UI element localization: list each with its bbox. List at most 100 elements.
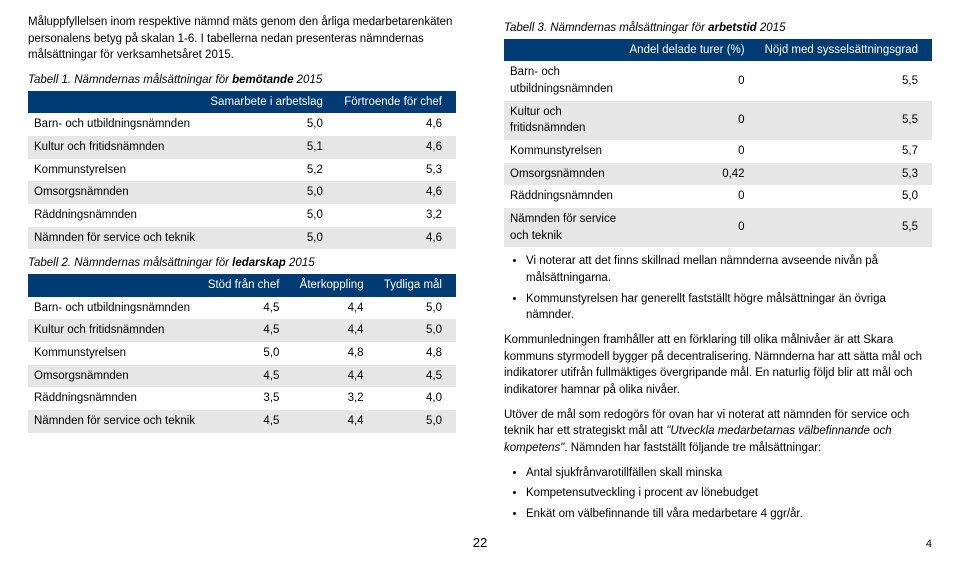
row-value: 5,3 bbox=[759, 163, 932, 186]
row-value: 3,2 bbox=[337, 204, 456, 227]
row-label: Barn- och utbildningsnämnden bbox=[28, 297, 202, 320]
row-value: 4,6 bbox=[337, 181, 456, 204]
table-row: Nämnden för service och teknik4,54,45,0 bbox=[28, 410, 456, 433]
page-number-right: 4 bbox=[926, 537, 932, 553]
table1: Samarbete i arbetslag Förtroende för che… bbox=[28, 91, 456, 250]
paragraph-2: Utöver de mål som redogörs för ovan har … bbox=[504, 407, 932, 457]
table3-head-2: Nöjd med sysselsättningsgrad bbox=[759, 39, 932, 62]
left-column: Måluppfyllelsen inom respektive nämnd mä… bbox=[28, 14, 456, 531]
row-value: 4,5 bbox=[202, 297, 294, 320]
row-value: 5,3 bbox=[337, 159, 456, 182]
row-value: 5,5 bbox=[759, 61, 932, 100]
row-label: Nämnden för service och teknik bbox=[28, 227, 203, 250]
row-value: 4,4 bbox=[293, 319, 377, 342]
row-value: 5,1 bbox=[203, 136, 337, 159]
row-value: 4,5 bbox=[202, 410, 294, 433]
row-value: 0 bbox=[624, 101, 759, 140]
bullets-2: Antal sjukfrånvarotillfällen skall minsk… bbox=[504, 465, 932, 523]
row-value: 0 bbox=[624, 140, 759, 163]
paragraph-1: Kommunledningen framhåller att en förkla… bbox=[504, 332, 932, 399]
row-label: Omsorgsnämnden bbox=[28, 181, 203, 204]
table-row: Barn- och utbildningsnämnden05,5 bbox=[504, 61, 932, 100]
table-row: Omsorgsnämnden4,54,44,5 bbox=[28, 365, 456, 388]
table-row: Kommunstyrelsen05,7 bbox=[504, 140, 932, 163]
row-value: 4,0 bbox=[378, 387, 456, 410]
row-value: 4,5 bbox=[202, 365, 294, 388]
table-row: Räddningsnämnden3,53,24,0 bbox=[28, 387, 456, 410]
table-row: Barn- och utbildningsnämnden4,54,45,0 bbox=[28, 297, 456, 320]
row-value: 5,0 bbox=[378, 410, 456, 433]
row-label: Räddningsnämnden bbox=[28, 204, 203, 227]
table-row: Kommunstyrelsen5,04,84,8 bbox=[28, 342, 456, 365]
table3-caption: Tabell 3. Nämndernas målsättningar för a… bbox=[504, 20, 932, 37]
row-value: 0,42 bbox=[624, 163, 759, 186]
row-value: 5,0 bbox=[203, 181, 337, 204]
table-row: Kommunstyrelsen5,25,3 bbox=[28, 159, 456, 182]
table3: Andel delade turer (%) Nöjd med sysselsä… bbox=[504, 39, 932, 248]
row-value: 5,7 bbox=[759, 140, 932, 163]
table-row: Räddningsnämnden05,0 bbox=[504, 185, 932, 208]
row-value: 5,0 bbox=[202, 342, 294, 365]
row-value: 5,0 bbox=[759, 185, 932, 208]
row-label: Kultur och fritidsnämnden bbox=[28, 319, 202, 342]
table-row: Kultur och fritidsnämnden5,14,6 bbox=[28, 136, 456, 159]
table2: Stöd från chef Återkoppling Tydliga mål … bbox=[28, 274, 456, 433]
row-value: 4,6 bbox=[337, 113, 456, 136]
table-row: Barn- och utbildningsnämnden5,04,6 bbox=[28, 113, 456, 136]
table3-body: Barn- och utbildningsnämnden05,5Kultur o… bbox=[504, 61, 932, 247]
right-column: Tabell 3. Nämndernas målsättningar för a… bbox=[504, 14, 932, 531]
table-row: Nämnden för service och teknik05,5 bbox=[504, 208, 932, 247]
table2-caption: Tabell 2. Nämndernas målsättningar för l… bbox=[28, 255, 456, 272]
row-value: 0 bbox=[624, 208, 759, 247]
row-value: 4,6 bbox=[337, 136, 456, 159]
table1-body: Barn- och utbildningsnämnden5,04,6Kultur… bbox=[28, 113, 456, 249]
row-label: Räddningsnämnden bbox=[504, 185, 624, 208]
row-label: Kommunstyrelsen bbox=[504, 140, 624, 163]
row-value: 0 bbox=[624, 61, 759, 100]
table2-head-2: Återkoppling bbox=[293, 274, 377, 297]
row-value: 4,4 bbox=[293, 297, 377, 320]
row-value: 5,0 bbox=[203, 113, 337, 136]
row-label: Omsorgsnämnden bbox=[504, 163, 624, 186]
table-row: Kultur och fritidsnämnden05,5 bbox=[504, 101, 932, 140]
row-label: Kultur och fritidsnämnden bbox=[504, 101, 624, 140]
table3-head-0 bbox=[504, 39, 624, 62]
row-value: 4,5 bbox=[202, 319, 294, 342]
row-value: 4,4 bbox=[293, 365, 377, 388]
table-row: Nämnden för service och teknik5,04,6 bbox=[28, 227, 456, 250]
table2-head-0 bbox=[28, 274, 202, 297]
table1-caption: Tabell 1. Nämndernas målsättningar för b… bbox=[28, 72, 456, 89]
table-row: Omsorgsnämnden5,04,6 bbox=[28, 181, 456, 204]
row-label: Nämnden för service och teknik bbox=[28, 410, 202, 433]
list-item: Antal sjukfrånvarotillfällen skall minsk… bbox=[526, 465, 932, 482]
row-value: 4,5 bbox=[378, 365, 456, 388]
row-value: 4,4 bbox=[293, 410, 377, 433]
row-value: 5,0 bbox=[203, 204, 337, 227]
list-item: Vi noterar att det finns skillnad mellan… bbox=[526, 253, 932, 286]
row-value: 3,5 bbox=[202, 387, 294, 410]
table3-head-1: Andel delade turer (%) bbox=[624, 39, 759, 62]
row-value: 5,0 bbox=[203, 227, 337, 250]
table-row: Kultur och fritidsnämnden4,54,45,0 bbox=[28, 319, 456, 342]
row-value: 4,8 bbox=[378, 342, 456, 365]
row-label: Barn- och utbildningsnämnden bbox=[28, 113, 203, 136]
row-label: Räddningsnämnden bbox=[28, 387, 202, 410]
bullets-1: Vi noterar att det finns skillnad mellan… bbox=[504, 253, 932, 324]
list-item: Enkät om välbefinnande till våra medarbe… bbox=[526, 506, 932, 523]
row-label: Kultur och fritidsnämnden bbox=[28, 136, 203, 159]
row-label: Omsorgsnämnden bbox=[28, 365, 202, 388]
row-value: 5,0 bbox=[378, 297, 456, 320]
page-number-center: 22 bbox=[0, 534, 960, 553]
intro-text: Måluppfyllelsen inom respektive nämnd mä… bbox=[28, 14, 456, 64]
row-value: 5,5 bbox=[759, 208, 932, 247]
table1-head-1: Samarbete i arbetslag bbox=[203, 91, 337, 114]
row-value: 4,6 bbox=[337, 227, 456, 250]
row-value: 5,5 bbox=[759, 101, 932, 140]
row-value: 4,8 bbox=[293, 342, 377, 365]
table2-body: Barn- och utbildningsnämnden4,54,45,0Kul… bbox=[28, 297, 456, 433]
row-label: Nämnden för service och teknik bbox=[504, 208, 624, 247]
row-label: Kommunstyrelsen bbox=[28, 159, 203, 182]
table1-head-0 bbox=[28, 91, 203, 114]
row-value: 5,2 bbox=[203, 159, 337, 182]
row-value: 3,2 bbox=[293, 387, 377, 410]
